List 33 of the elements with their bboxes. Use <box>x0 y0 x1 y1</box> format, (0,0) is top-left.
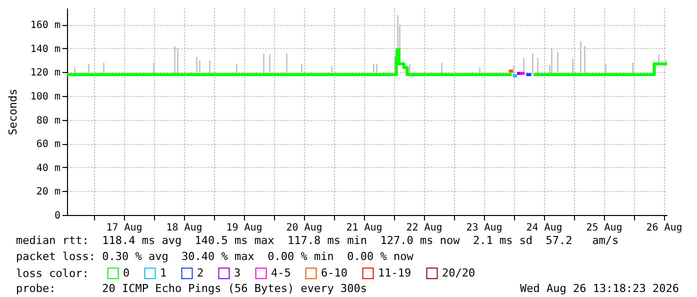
legend-label: 11-19 <box>378 266 412 280</box>
x-tick-label: 22 Aug <box>406 222 442 234</box>
legend-label: 20/20 <box>442 266 476 280</box>
y-tick-label: 160 m <box>30 20 60 32</box>
y-tick-label: 120 m <box>30 68 60 79</box>
legend-label: 1 <box>160 266 167 280</box>
x-tick-label: 19 Aug <box>226 222 262 234</box>
x-tick-label: 20 Aug <box>286 222 322 234</box>
y-tick-label: 140 m <box>30 44 60 55</box>
x-tick-label: 23 Aug <box>466 222 502 234</box>
y-tick-label: 0 <box>54 210 60 222</box>
y-tick-label: 20 m <box>36 186 60 198</box>
x-tick-label: 18 Aug <box>166 222 202 234</box>
x-tick-label: 24 Aug <box>526 222 562 234</box>
y-tick-label: 40 m <box>36 162 60 174</box>
legend-title: loss color: <box>16 267 89 280</box>
legend-label: 2 <box>197 266 204 280</box>
x-tick-label: 17 Aug <box>106 222 142 234</box>
y-axis-title: Seconds <box>6 88 20 136</box>
legend-label: 3 <box>234 266 241 280</box>
y-tick-label: 100 m <box>30 92 60 103</box>
legend-label: 6-10 <box>321 266 348 280</box>
legend-label: 4-5 <box>271 266 291 280</box>
text: probe: 20 ICMP Echo Pings (56 Bytes) every 300s <box>16 282 367 295</box>
legend-label: 0 <box>123 266 130 280</box>
y-tick-label: 60 m <box>36 139 60 150</box>
x-tick-label: 26 Aug <box>646 222 682 234</box>
x-tick-label: 21 Aug <box>346 222 382 234</box>
y-tick-label: 80 m <box>36 115 60 126</box>
text: median rtt: 118.4 ms avg 140.5 ms max 117.8 ms min 127.0 ms now 2.1 ms sd 57.2 am/s <box>16 234 619 247</box>
text: Wed Aug 26 13:18:23 2026 <box>520 282 679 295</box>
x-tick-label: 25 Aug <box>586 222 622 234</box>
text: packet loss: 0.30 % avg 30.40 % max 0.00 % min 0.00 % now <box>16 250 414 263</box>
